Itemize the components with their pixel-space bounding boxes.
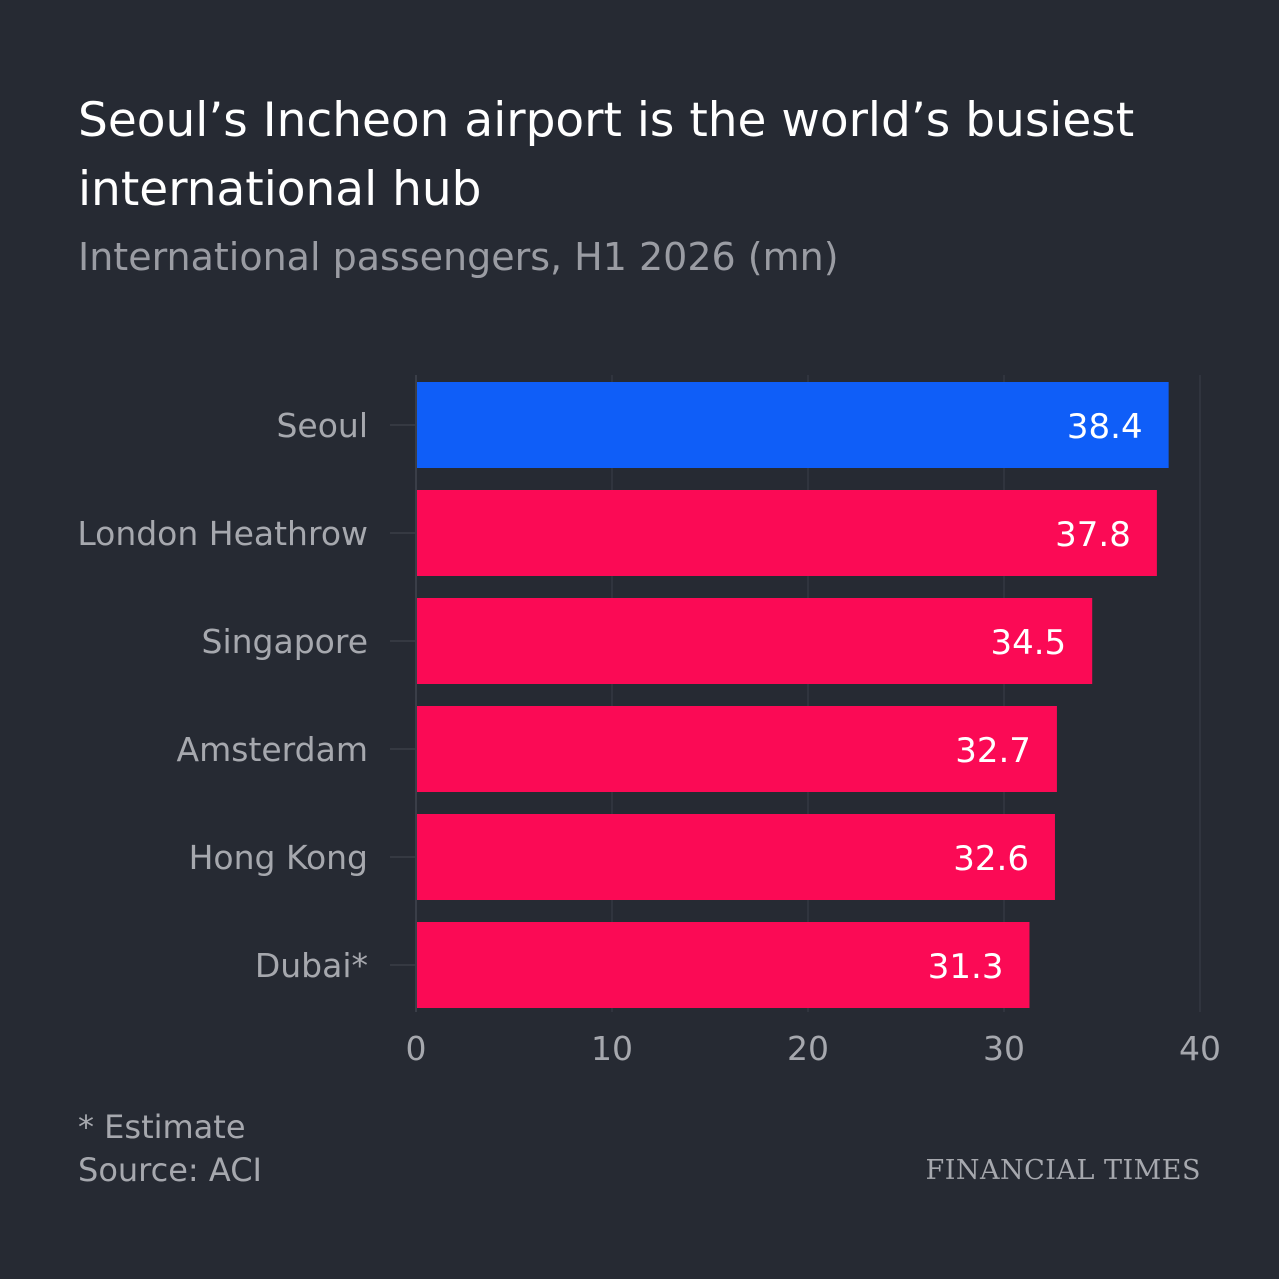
bar	[416, 382, 1169, 468]
chart-subtitle: International passengers, H1 2026 (mn)	[78, 235, 839, 279]
bar	[416, 598, 1093, 684]
data-label: 32.6	[953, 839, 1029, 879]
data-label: 32.7	[955, 731, 1031, 771]
bar	[416, 922, 1030, 1008]
x-tick-label: 10	[591, 1029, 633, 1068]
bar	[416, 706, 1057, 792]
brand-logo: FINANCIAL TIMES	[925, 1155, 1201, 1186]
data-label: 31.3	[928, 947, 1004, 987]
bar	[416, 490, 1157, 576]
x-tick-label: 40	[1179, 1029, 1221, 1068]
category-label: Amsterdam	[177, 730, 368, 769]
chart-header: Seoul’s Incheon airport is the world’s b…	[78, 86, 1198, 282]
x-tick-label: 30	[983, 1029, 1025, 1068]
footnotes: * Estimate Source: ACI	[78, 1106, 262, 1192]
x-tick-label: 20	[787, 1029, 829, 1068]
category-label: Seoul	[276, 406, 368, 445]
category-label: Hong Kong	[189, 838, 368, 877]
data-label: 37.8	[1055, 515, 1131, 555]
estimate-note: * Estimate	[78, 1108, 246, 1146]
category-label: Singapore	[202, 622, 368, 661]
category-label: Dubai*	[255, 946, 368, 985]
x-tick-label: 0	[406, 1029, 427, 1068]
source-note: Source: ACI	[78, 1151, 262, 1189]
bar	[416, 814, 1055, 900]
data-label: 34.5	[990, 623, 1066, 663]
chart-title: Seoul’s Incheon airport is the world’s b…	[78, 93, 1135, 217]
category-label: London Heathrow	[77, 514, 368, 553]
data-label: 38.4	[1067, 407, 1143, 447]
